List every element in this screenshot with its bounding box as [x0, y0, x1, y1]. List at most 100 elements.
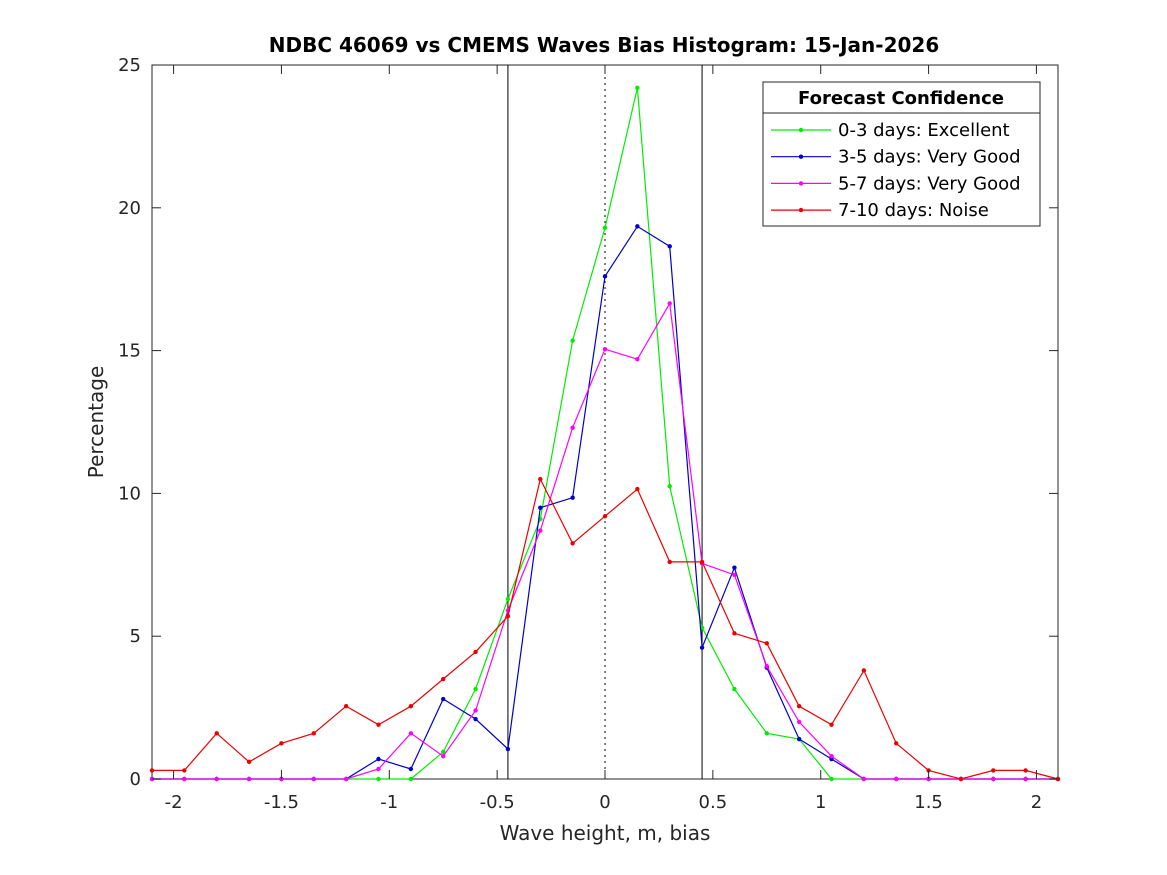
data-point: [473, 716, 478, 722]
data-point: [764, 641, 769, 646]
data-point: [343, 776, 349, 782]
data-point: [538, 528, 543, 533]
data-point: [505, 614, 511, 619]
data-point: [796, 736, 802, 742]
data-point: [376, 776, 381, 782]
reference-lines: [507, 65, 703, 779]
legend-entry-0-3-days-excellent: 0-3 days: Excellent: [771, 120, 1010, 141]
x-axis-label: Wave height, m, bias: [500, 821, 711, 845]
y-tick-label: 5: [130, 626, 141, 647]
data-point: [214, 731, 219, 736]
data-point: [441, 676, 446, 682]
legend-box: [762, 81, 1041, 227]
legend-entry-5-7-days-very-good: 5-7 days: Very Good: [771, 173, 1021, 194]
data-point: [894, 776, 899, 782]
data-point: [570, 425, 575, 430]
data-point: [699, 645, 705, 650]
data-point: [829, 776, 834, 782]
data-point: [246, 759, 252, 765]
data-point: [408, 776, 414, 782]
data-point: [635, 356, 640, 362]
data-point: [796, 719, 802, 725]
x-tick-label: -1.5: [264, 792, 299, 813]
data-point: [1023, 776, 1028, 782]
data-point: [764, 731, 769, 736]
legend-swatch-marker: [798, 207, 804, 213]
data-point: [182, 776, 187, 782]
legend-swatch-marker: [798, 127, 804, 133]
x-tick-label: 2: [1031, 792, 1042, 813]
data-point: [602, 225, 608, 230]
data-point: [376, 722, 381, 727]
legend-entries: 0-3 days: Excellent 3-5 days: Very Good 5-…: [771, 120, 1021, 221]
data-point: [602, 514, 608, 519]
x-tick-label: 1.5: [914, 792, 943, 813]
y-tick-label: 20: [118, 198, 141, 219]
data-point: [861, 668, 867, 673]
y-tick-label: 15: [118, 341, 141, 362]
data-point: [505, 746, 511, 752]
y-tick-label: 10: [118, 483, 141, 504]
data-point: [699, 559, 705, 565]
data-point: [829, 722, 834, 727]
data-point: [441, 749, 446, 755]
series-7-10-days-noise: [149, 476, 1061, 782]
data-point: [667, 559, 672, 565]
data-point: [667, 244, 672, 249]
data-point: [376, 766, 381, 772]
data-point: [635, 486, 640, 492]
data-point: [732, 572, 737, 577]
legend-entry-7-10-days-noise: 7-10 days: Noise: [771, 200, 989, 221]
data-point: [732, 631, 737, 636]
data-point: [829, 753, 834, 759]
data-point: [570, 495, 575, 500]
legend-swatch-marker: [798, 181, 804, 186]
x-tick-label: 0: [599, 792, 610, 813]
data-point: [376, 756, 381, 762]
data-point: [602, 274, 608, 279]
legend: Forecast Confidence 0-3 days: Excellent 3…: [762, 81, 1041, 227]
x-tick-label: -1: [380, 792, 398, 813]
data-point: [991, 768, 996, 773]
legend-label: 3-5 days: Very Good: [838, 147, 1021, 168]
data-point: [408, 731, 414, 736]
data-point: [861, 776, 867, 782]
data-point: [667, 484, 672, 489]
chart-title: NDBC 46069 vs CMEMS Waves Bias Histogram…: [269, 33, 940, 57]
data-point: [764, 663, 769, 669]
legend-swatch-marker: [798, 154, 804, 159]
data-point: [473, 649, 478, 655]
data-point: [441, 753, 446, 759]
data-point: [732, 565, 737, 570]
data-point: [635, 85, 640, 91]
data-point: [958, 776, 964, 782]
data-point: [570, 541, 575, 546]
y-axis-label: Percentage: [84, 366, 108, 479]
legend-entry-3-5-days-very-good: 3-5 days: Very Good: [771, 147, 1021, 168]
data-point: [570, 338, 575, 343]
data-point: [311, 731, 316, 736]
data-point: [667, 301, 672, 306]
data-point: [214, 776, 219, 782]
x-tick-label: -0.5: [480, 792, 515, 813]
data-point: [991, 776, 996, 782]
data-point: [279, 741, 284, 746]
y-tick-label: 25: [118, 55, 141, 76]
data-point: [408, 703, 414, 709]
x-tick-label: 0.5: [699, 792, 728, 813]
series-layer: [149, 85, 1061, 782]
y-tick-label: 0: [130, 769, 141, 790]
data-point: [441, 696, 446, 702]
legend-label: 5-7 days: Very Good: [838, 173, 1021, 194]
data-point: [343, 703, 349, 709]
x-tick-label: 1: [815, 792, 826, 813]
data-point: [408, 766, 414, 772]
data-point: [796, 703, 802, 709]
data-point: [246, 776, 252, 782]
data-point: [149, 768, 155, 773]
legend-label: 0-3 days: Excellent: [838, 120, 1010, 141]
data-point: [732, 686, 737, 692]
legend-title: Forecast Confidence: [798, 88, 1004, 109]
